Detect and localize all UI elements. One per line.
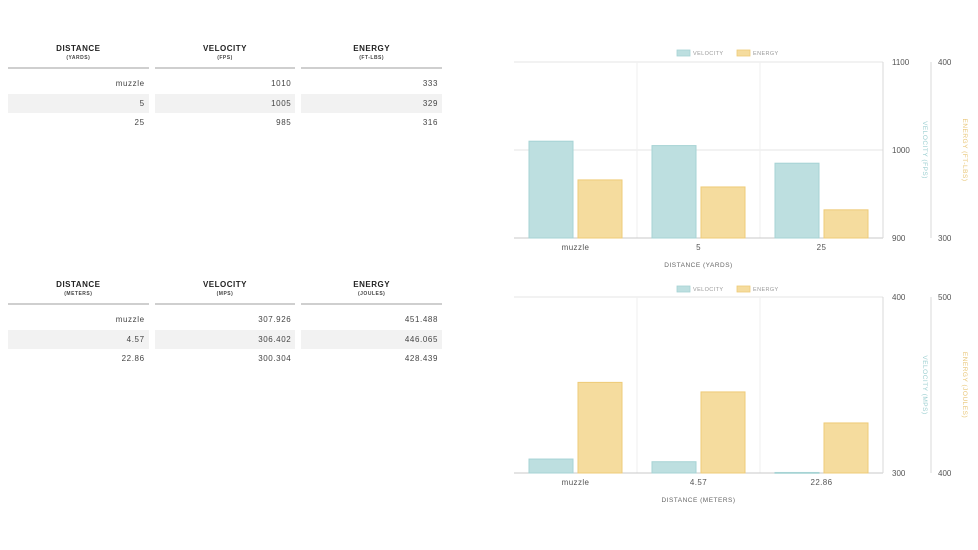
y-axis-right-title: ENERGY (FT-LBS): [961, 118, 968, 181]
legend-label-energy: ENERGY: [753, 287, 779, 293]
bar-velocity-muzzle: [528, 458, 574, 474]
y-right-tick-label: 300: [938, 234, 952, 243]
table-cell-energy: 333: [422, 79, 438, 88]
table-cell-distance: 4.57: [5, 329, 152, 349]
table-row: 4.57 306.402 446.065: [5, 329, 445, 349]
legend-label-velocity: VELOCITY: [693, 287, 723, 293]
x-tick-label: 4.57: [690, 478, 707, 487]
bar-chart-2: muzzle 4.57 22.86 DISTANCE (METERS) 300 400 40…: [514, 285, 968, 504]
bar-velocity-22.86: [774, 471, 820, 474]
table-cell-energy: 446.065: [298, 329, 445, 349]
table-row: muzzle 307.926 451.488: [5, 310, 445, 330]
bar-energy-muzzle: [577, 179, 623, 239]
y-left-tick-label: 400: [892, 293, 906, 302]
table-cell-energy: 329: [298, 93, 445, 113]
x-tick-label: muzzle: [562, 243, 590, 252]
table-cell-distance: 25: [134, 118, 145, 127]
table-row: 5 1005 329: [5, 93, 445, 113]
y-axis-right-title: ENERGY (JOULES): [961, 352, 968, 418]
x-axis-label: DISTANCE (YARDS): [664, 262, 732, 269]
table-cell-velocity: 1010: [271, 79, 292, 88]
column-header-energy: ENERGY (JOULES): [298, 280, 445, 310]
legend-swatch-energy: [736, 285, 751, 293]
bar-velocity-5: [651, 145, 697, 239]
chart-legend: VELOCITY ENERGY: [676, 49, 779, 57]
column-header-distance: DISTANCE (METERS): [5, 280, 152, 310]
x-tick-label: 5: [696, 243, 701, 252]
bar-energy-22.86: [823, 422, 869, 474]
bar-energy-5: [700, 186, 746, 239]
legend-swatch-energy: [736, 49, 751, 57]
bar-velocity-25: [774, 162, 820, 239]
y-axis-left-title: VELOCITY (MPS): [921, 355, 928, 414]
legend-label-velocity: VELOCITY: [693, 51, 723, 57]
table-cell-distance: muzzle: [115, 79, 145, 88]
y-right-tick-label: 400: [938, 58, 952, 67]
y-left-tick-label: 1100: [892, 58, 910, 67]
chart-legend: VELOCITY ENERGY: [676, 285, 779, 293]
legend-label-energy: ENERGY: [753, 51, 779, 57]
bar-velocity-4.57: [651, 461, 697, 474]
table-cell-distance: 22.86: [121, 354, 145, 363]
y-right-tick-label: 400: [938, 469, 952, 478]
table-cell-velocity: 300.304: [258, 354, 292, 363]
column-header-energy: ENERGY (FT-LBS): [298, 44, 445, 74]
table-cell-distance: 5: [5, 93, 152, 113]
y-left-tick-label: 300: [892, 469, 906, 478]
table-cell-energy: 451.488: [404, 315, 438, 324]
table-cell-energy: 428.439: [404, 354, 438, 363]
column-header-distance: DISTANCE (YARDS): [5, 44, 152, 74]
bar-energy-4.57: [700, 391, 746, 474]
y-left-tick-label: 900: [892, 234, 906, 243]
column-header-velocity: VELOCITY (MPS): [152, 280, 299, 310]
legend-swatch-velocity: [676, 285, 691, 293]
bar-energy-25: [823, 209, 869, 239]
table-cell-energy: 316: [422, 118, 438, 127]
y-left-tick-label: 1000: [892, 146, 910, 155]
legend-swatch-velocity: [676, 49, 691, 57]
table-cell-distance: muzzle: [115, 315, 145, 324]
bar-velocity-muzzle: [528, 140, 574, 239]
table-cell-velocity: 306.402: [152, 329, 299, 349]
x-tick-label: 25: [817, 243, 827, 252]
y-right-tick-label: 500: [938, 293, 952, 302]
table-cell-velocity: 985: [276, 118, 292, 127]
x-tick-label: muzzle: [562, 478, 590, 487]
table-row: 22.86 300.304 428.439: [5, 349, 445, 369]
x-axis-label: DISTANCE (METERS): [661, 497, 735, 504]
ballistics-table-yards: DISTANCE (YARDS) VELOCITY (FPS) ENERGY (…: [5, 44, 445, 133]
bar-chart-1: muzzle 5 25 DISTANCE (YARDS) 900 1000 1100 300 4…: [514, 49, 968, 269]
table-row: 25 985 316: [5, 113, 445, 133]
bar-energy-muzzle: [577, 381, 623, 474]
x-tick-label: 22.86: [810, 478, 832, 487]
table-cell-velocity: 307.926: [258, 315, 292, 324]
table-cell-velocity: 1005: [152, 93, 299, 113]
y-axis-left-title: VELOCITY (FPS): [921, 121, 928, 179]
ballistics-table-meters: DISTANCE (METERS) VELOCITY (MPS) ENERGY …: [5, 280, 445, 369]
table-row: muzzle 1010 333: [5, 74, 445, 94]
column-header-velocity: VELOCITY (FPS): [152, 44, 299, 74]
